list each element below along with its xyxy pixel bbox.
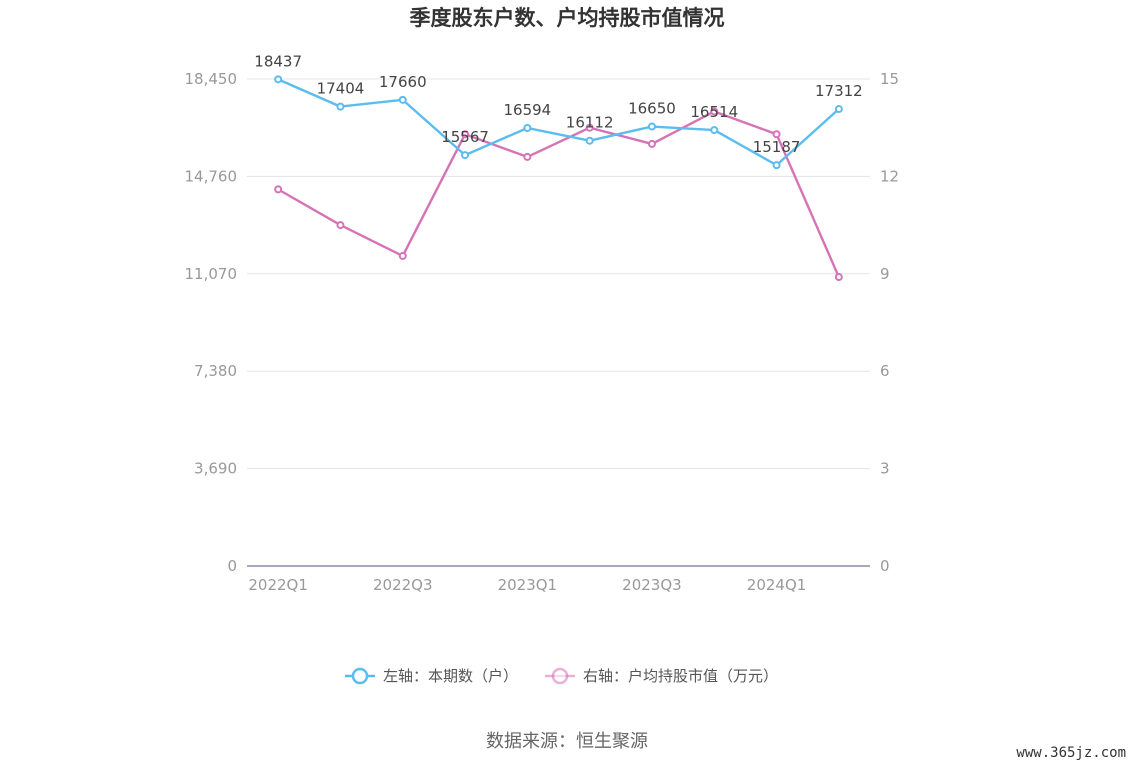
data-point (274, 185, 283, 194)
x-tick-label: 2022Q1 (248, 576, 308, 594)
chart-title: 季度股东户数、户均持股市值情况 (410, 6, 725, 30)
legend-item[interactable]: 左轴：本期数（户） (345, 667, 518, 685)
series-line (277, 78, 840, 167)
grid-lines (247, 78, 870, 567)
data-point (585, 136, 594, 145)
legend-label: 右轴：户均持股市值（万元） (583, 667, 778, 685)
series-lines (274, 75, 843, 282)
x-tick-label: 2023Q3 (622, 576, 682, 594)
left-tick-label: 14,760 (185, 167, 238, 185)
right-tick-label: 12 (880, 167, 899, 185)
data-point (461, 130, 470, 139)
data-point (834, 105, 843, 114)
data-label: 15187 (753, 138, 801, 156)
data-label: 16112 (566, 114, 614, 132)
data-point (274, 75, 283, 84)
legend-item[interactable]: 右轴：户均持股市值（万元） (545, 667, 778, 685)
left-tick-label: 3,690 (194, 460, 237, 478)
legend-label: 左轴：本期数（户） (383, 667, 518, 685)
data-label: 17312 (815, 82, 863, 100)
right-tick-label: 0 (880, 557, 890, 575)
right-tick-label: 15 (880, 70, 899, 88)
data-label: 16594 (503, 101, 551, 119)
right-tick-label: 6 (880, 362, 890, 380)
watermark: www.365jz.com (1016, 745, 1126, 761)
legend-swatch-marker (551, 667, 569, 685)
data-point (772, 130, 781, 139)
data-point (461, 151, 470, 160)
data-point (398, 251, 407, 260)
data-point (336, 221, 345, 230)
data-point (585, 123, 594, 132)
x-tick-label: 2024Q1 (747, 576, 807, 594)
legend-swatch-marker (351, 667, 369, 685)
data-labels: 18437 17404 17660 15567 16594 16112 16650 16514… (254, 52, 862, 156)
series-line (277, 110, 840, 278)
x-tick-label: 2023Q1 (498, 576, 558, 594)
right-axis: 0 3 6 9 12 15 (880, 70, 899, 575)
data-label: 17660 (379, 73, 427, 91)
x-tick-label: 2022Q3 (373, 576, 433, 594)
data-point (647, 122, 656, 131)
right-tick-label: 9 (880, 265, 890, 283)
data-point (647, 139, 656, 148)
left-tick-label: 0 (227, 557, 237, 575)
data-point (710, 107, 719, 116)
data-point (336, 102, 345, 111)
left-tick-label: 7,380 (194, 362, 237, 380)
data-point (523, 152, 532, 161)
legend[interactable]: 左轴：本期数（户） 右轴：户均持股市值（万元） (345, 667, 778, 685)
left-tick-label: 11,070 (185, 265, 238, 283)
x-axis: 2022Q1 2022Q3 2023Q1 2023Q3 2024Q1 (248, 576, 806, 594)
data-point (398, 95, 407, 104)
data-point (834, 273, 843, 282)
data-label: 16650 (628, 100, 676, 118)
left-axis: 0 3,690 7,380 11,070 14,760 18,450 (185, 70, 238, 575)
left-tick-label: 18,450 (185, 70, 238, 88)
data-point (710, 126, 719, 135)
data-point (523, 123, 532, 132)
source-note: 数据来源：恒生聚源 (486, 731, 648, 752)
data-label: 18437 (254, 52, 302, 70)
data-label: 15567 (441, 128, 489, 146)
data-point (772, 161, 781, 170)
data-label: 16514 (690, 103, 738, 121)
data-label: 17404 (317, 80, 365, 98)
right-tick-label: 3 (880, 460, 890, 478)
